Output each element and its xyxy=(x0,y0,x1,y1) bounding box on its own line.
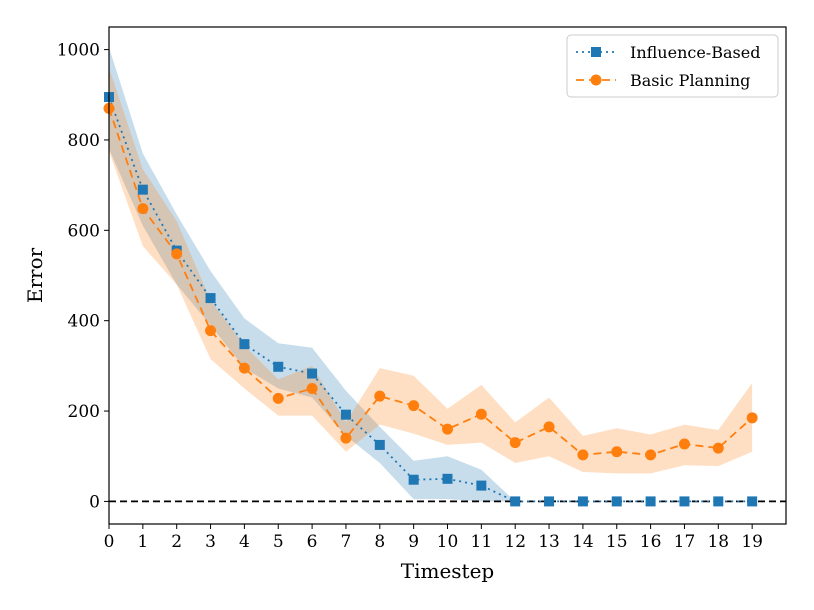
x-tick-label-9: 9 xyxy=(408,532,419,552)
x-tick-label-2: 2 xyxy=(171,532,182,552)
x-tick-label-5: 5 xyxy=(273,532,284,552)
x-tick-label-16: 16 xyxy=(640,532,662,552)
data-point-s1-19 xyxy=(746,412,758,424)
x-tick-label-14: 14 xyxy=(572,532,594,552)
y-axis-title: Error xyxy=(23,247,47,303)
data-point-s1-13 xyxy=(543,421,555,433)
data-point-s0-6 xyxy=(307,368,318,379)
x-tick-label-7: 7 xyxy=(341,532,352,552)
data-point-s0-5 xyxy=(273,361,284,372)
data-point-s1-16 xyxy=(645,449,657,461)
legend: Influence-Based Basic Planning xyxy=(566,34,779,98)
band-1 xyxy=(109,67,753,474)
data-point-s1-5 xyxy=(272,392,284,404)
legend-label-0: Influence-Based xyxy=(630,43,760,62)
y-tick-label-0: 0 xyxy=(89,492,100,512)
data-point-s0-18 xyxy=(713,496,724,507)
x-axis-title: Timestep xyxy=(401,559,494,583)
legend-marker-1 xyxy=(590,74,602,86)
data-point-s0-1 xyxy=(137,184,148,195)
y-tick-label-5: 1000 xyxy=(57,41,100,61)
x-tick-label-6: 6 xyxy=(307,532,318,552)
data-point-s1-17 xyxy=(678,438,690,450)
y-tick-label-4: 800 xyxy=(68,131,100,151)
data-point-s0-16 xyxy=(645,496,656,507)
x-tick-label-8: 8 xyxy=(374,532,385,552)
x-tick-label-1: 1 xyxy=(137,532,148,552)
data-point-s0-19 xyxy=(747,496,758,507)
series-line-0 xyxy=(108,96,753,503)
x-tick-label-11: 11 xyxy=(471,532,493,552)
data-point-s0-9 xyxy=(408,474,419,485)
data-point-s0-4 xyxy=(239,339,250,350)
x-tick-label-12: 12 xyxy=(504,532,526,552)
data-point-s1-4 xyxy=(238,362,250,374)
x-tick-label-15: 15 xyxy=(606,532,628,552)
data-point-s0-11 xyxy=(476,480,487,491)
x-axis-ticks: 0 1 2 3 4 5 6 7 8 9 10 11 12 13 14 15 16 17 18 19 xyxy=(104,524,763,552)
data-point-s0-12 xyxy=(510,496,521,507)
x-tick-label-18: 18 xyxy=(707,532,729,552)
data-point-s0-10 xyxy=(442,473,453,484)
data-point-s1-12 xyxy=(509,437,521,449)
legend-label-1: Basic Planning xyxy=(630,71,750,90)
y-tick-label-3: 600 xyxy=(68,221,100,241)
data-point-s0-14 xyxy=(577,496,588,507)
x-tick-label-4: 4 xyxy=(239,532,250,552)
data-point-s0-3 xyxy=(205,293,216,304)
data-point-s1-18 xyxy=(712,442,724,454)
data-point-s1-11 xyxy=(475,408,487,420)
data-point-s1-15 xyxy=(611,446,623,458)
data-point-s1-10 xyxy=(442,423,453,435)
data-point-s1-14 xyxy=(577,449,589,461)
confidence-bands xyxy=(109,47,753,502)
data-point-s0-15 xyxy=(611,496,622,507)
y-tick-label-2: 400 xyxy=(68,312,100,332)
data-point-s0-7 xyxy=(340,409,351,420)
x-tick-label-13: 13 xyxy=(538,532,560,552)
series-line-1 xyxy=(108,108,753,456)
data-point-s0-13 xyxy=(544,496,555,507)
series-lines xyxy=(108,96,753,503)
x-tick-label-19: 19 xyxy=(741,532,763,552)
x-tick-label-3: 3 xyxy=(205,532,216,552)
data-point-s1-6 xyxy=(306,382,318,394)
legend-marker-0 xyxy=(591,47,601,57)
data-point-s1-2 xyxy=(171,248,183,260)
x-tick-label-17: 17 xyxy=(674,532,696,552)
data-point-s1-8 xyxy=(374,390,386,402)
x-tick-label-0: 0 xyxy=(104,532,115,552)
series-markers xyxy=(103,92,758,507)
data-point-s0-8 xyxy=(374,439,385,450)
data-point-s1-3 xyxy=(205,325,217,337)
data-point-s1-7 xyxy=(340,432,352,444)
data-point-s1-9 xyxy=(408,400,420,412)
data-point-s0-17 xyxy=(679,496,690,507)
x-tick-label-10: 10 xyxy=(437,532,459,552)
y-tick-label-1: 200 xyxy=(68,402,100,422)
legend-box xyxy=(566,34,779,98)
data-point-s1-1 xyxy=(137,203,149,215)
y-axis-ticks: 0 200 400 600 800 1000 xyxy=(57,41,109,512)
